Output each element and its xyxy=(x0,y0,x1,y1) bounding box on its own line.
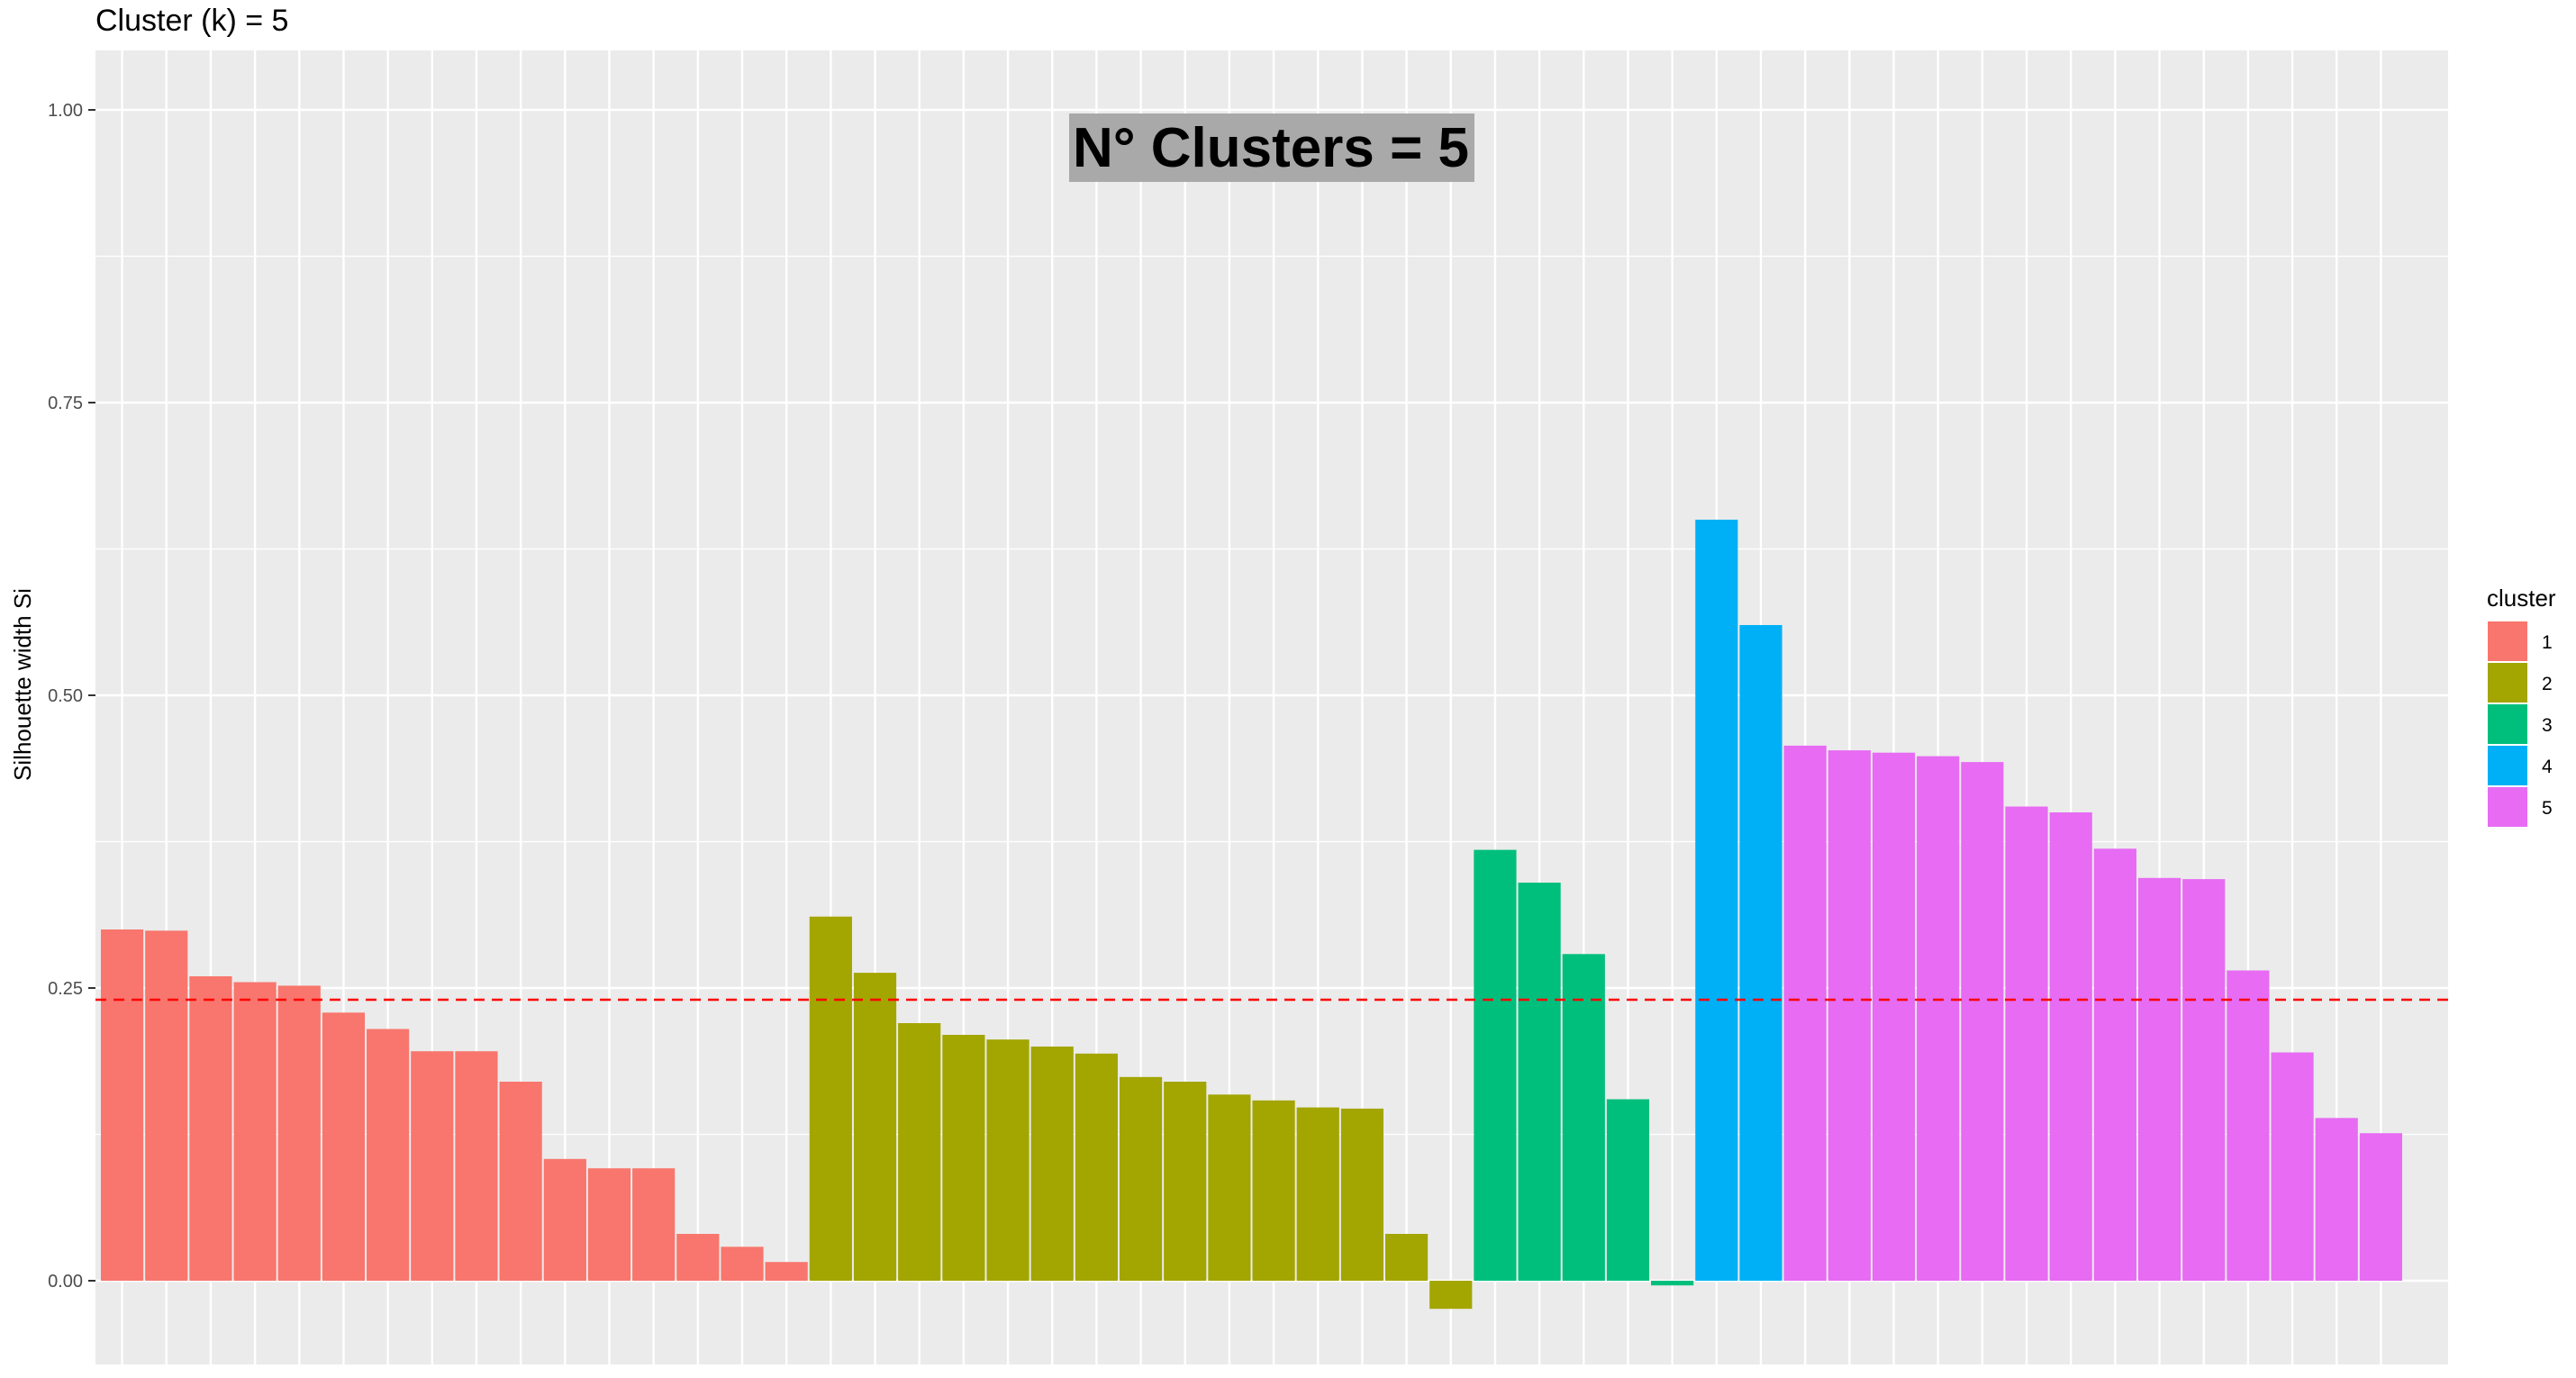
bar-cluster-3-2 xyxy=(1518,883,1561,1281)
y-axis-title: Silhouette width Si xyxy=(9,588,36,781)
bar-cluster-2-8 xyxy=(1119,1076,1163,1281)
bar-cluster-5-11 xyxy=(2227,970,2270,1281)
y-axis: 0.00 0.25 0.50 0.75 1.00 xyxy=(48,101,95,1292)
annotation-label: N° Clusters = 5 xyxy=(1069,113,1474,182)
bar-cluster-5-9 xyxy=(2137,877,2181,1281)
bar-cluster-2-12 xyxy=(1296,1107,1339,1281)
bar-cluster-2-11 xyxy=(1252,1100,1295,1281)
bar-cluster-2-1 xyxy=(809,916,852,1281)
bar-cluster-2-9 xyxy=(1164,1082,1207,1281)
bar-cluster-1-13 xyxy=(632,1168,676,1281)
bar-cluster-3-5 xyxy=(1651,1281,1694,1286)
bar-cluster-1-7 xyxy=(367,1029,410,1281)
bar-cluster-2-4 xyxy=(942,1035,985,1281)
plot-title: Cluster (k) = 5 xyxy=(95,4,288,38)
bar-cluster-5-12 xyxy=(2271,1052,2314,1281)
bar-cluster-4-2 xyxy=(1739,625,1782,1281)
bar-cluster-1-4 xyxy=(233,982,277,1281)
legend-label-5: 5 xyxy=(2542,798,2553,819)
bar-cluster-2-13 xyxy=(1340,1108,1384,1281)
bar-cluster-5-14 xyxy=(2359,1133,2402,1281)
bar-cluster-1-2 xyxy=(145,930,188,1281)
bar-cluster-1-8 xyxy=(411,1051,454,1281)
bar-cluster-3-3 xyxy=(1562,954,1605,1281)
legend-key-4 xyxy=(2488,746,2527,785)
bar-cluster-2-3 xyxy=(898,1023,941,1281)
bar-cluster-2-5 xyxy=(986,1039,1029,1281)
legend-label-1: 1 xyxy=(2542,632,2553,653)
y-tick-label: 0.25 xyxy=(48,979,83,999)
legend-label-2: 2 xyxy=(2542,674,2553,694)
bars xyxy=(101,520,2402,1310)
bar-cluster-5-10 xyxy=(2182,879,2226,1281)
bar-cluster-2-10 xyxy=(1208,1094,1251,1281)
bar-cluster-1-14 xyxy=(676,1234,720,1281)
bar-cluster-1-11 xyxy=(543,1158,586,1281)
y-tick-label: 1.00 xyxy=(48,101,83,121)
bar-cluster-5-4 xyxy=(1917,756,1960,1281)
bar-cluster-5-1 xyxy=(1783,745,1827,1281)
bar-cluster-4-1 xyxy=(1695,520,1738,1281)
bar-cluster-5-8 xyxy=(2093,848,2136,1281)
bar-cluster-2-2 xyxy=(853,973,897,1281)
bar-cluster-2-15 xyxy=(1429,1281,1473,1310)
bar-cluster-5-2 xyxy=(1828,750,1871,1281)
y-tick-label: 0.50 xyxy=(48,686,83,706)
annotation-text: N° Clusters = 5 xyxy=(1073,117,1469,179)
bar-cluster-1-6 xyxy=(322,1012,366,1281)
bar-cluster-1-5 xyxy=(277,985,321,1281)
bar-cluster-1-16 xyxy=(765,1262,808,1281)
bar-cluster-3-1 xyxy=(1474,849,1517,1281)
bar-cluster-5-13 xyxy=(2315,1118,2358,1281)
bar-cluster-1-15 xyxy=(721,1247,764,1281)
annotation-background xyxy=(1069,113,1474,182)
bar-cluster-1-3 xyxy=(189,976,232,1281)
bar-cluster-1-9 xyxy=(455,1051,498,1281)
y-tick-label: 0.00 xyxy=(48,1272,83,1292)
bar-cluster-1-10 xyxy=(499,1082,542,1281)
legend-key-5 xyxy=(2488,787,2527,827)
legend-key-1 xyxy=(2488,621,2527,661)
bar-cluster-5-5 xyxy=(1961,762,2004,1281)
legend-title: cluster xyxy=(2487,585,2556,612)
y-tick-label: 0.75 xyxy=(48,394,83,413)
bar-cluster-5-7 xyxy=(2049,812,2092,1281)
bar-cluster-2-7 xyxy=(1075,1053,1118,1281)
bar-cluster-3-4 xyxy=(1606,1099,1650,1281)
bar-cluster-5-3 xyxy=(1872,752,1916,1281)
legend: cluster 1 2 3 4 5 xyxy=(2487,585,2556,827)
legend-label-3: 3 xyxy=(2542,715,2553,736)
bar-cluster-1-1 xyxy=(101,929,144,1281)
bar-cluster-5-6 xyxy=(2005,806,2048,1281)
legend-label-4: 4 xyxy=(2542,757,2553,777)
bar-cluster-2-14 xyxy=(1385,1234,1429,1281)
legend-key-2 xyxy=(2488,663,2527,703)
bar-cluster-1-12 xyxy=(587,1168,631,1281)
legend-key-3 xyxy=(2488,704,2527,744)
bar-cluster-2-6 xyxy=(1030,1047,1074,1281)
